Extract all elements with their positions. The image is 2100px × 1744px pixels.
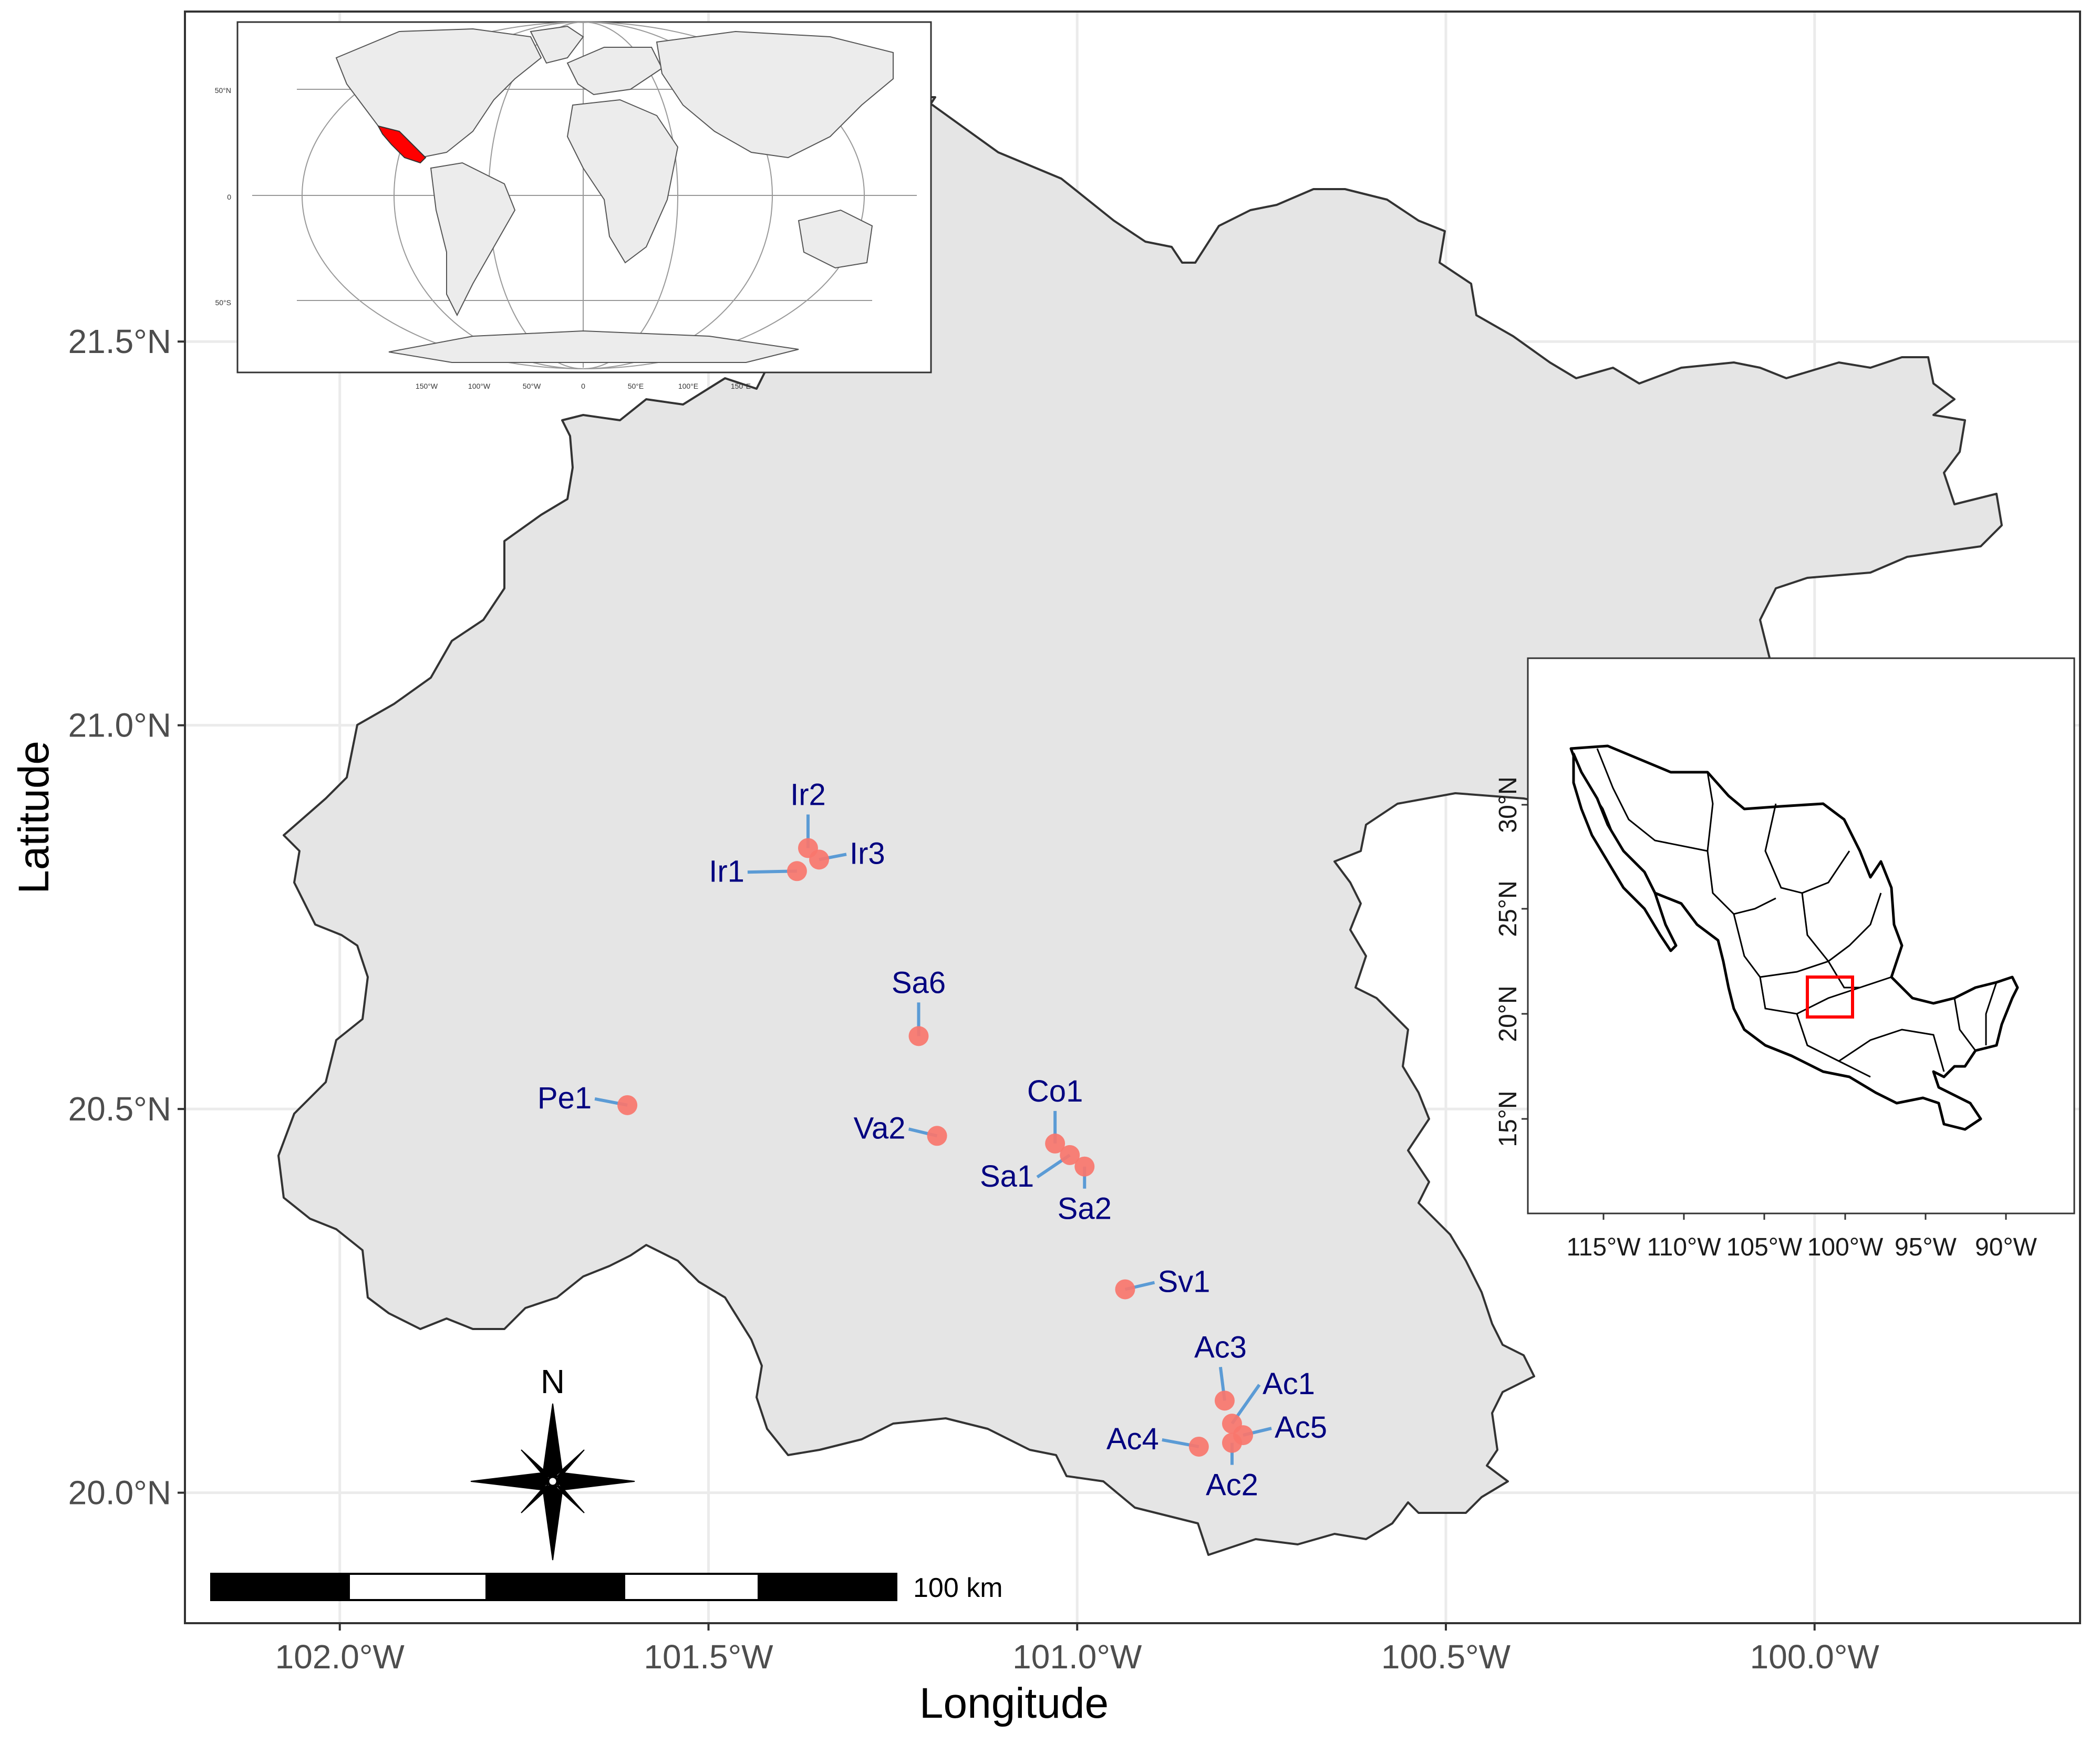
world-landmasses <box>335 25 894 363</box>
scale-segment-2 <box>348 1573 488 1601</box>
mexico-lon-label: 95°W <box>1895 1233 1957 1261</box>
scale-segment-3 <box>485 1573 625 1601</box>
mexico-lon-label: 100°W <box>1807 1233 1884 1261</box>
mexico-outline <box>1569 744 2019 1131</box>
mexico-lon-labels: 115°W 110°W 105°W 100°W 95°W 90°W <box>1566 1213 2037 1261</box>
x-tick-label: 101.5°W <box>644 1638 773 1676</box>
scale-segment-5 <box>758 1573 897 1601</box>
mexico-highlight <box>377 125 427 164</box>
world-lon-label: 0 <box>581 382 585 390</box>
scale-label: 100 km <box>913 1573 1003 1603</box>
state-polygon <box>277 88 2003 1556</box>
x-tick-label: 101.0°W <box>1012 1638 1142 1676</box>
world-lat-label: 50°S <box>215 298 231 307</box>
panel-border <box>184 11 2081 1624</box>
y-tick-label: 20.0°N <box>68 1474 171 1512</box>
site-point-ac3 <box>1214 1390 1235 1411</box>
north-arrow: N <box>470 1363 635 1561</box>
world-lat-label: 0 <box>227 193 231 201</box>
south-america-shape <box>430 162 516 317</box>
north-label: N <box>541 1363 565 1400</box>
y-axis: 20.0°N 20.5°N 21.0°N 21.5°N <box>68 323 185 1512</box>
scale-bar: 100 km <box>210 1573 1003 1603</box>
x-axis: 102.0°W 101.5°W 101.0°W 100.5°W 100.0°W <box>275 1623 1880 1676</box>
site-label-ac2: Ac2 <box>1206 1468 1258 1502</box>
mexico-inset: 30°N 25°N 20°N 15°N 115°W 110°W 105°W 100°W 95°… <box>1494 657 2075 1261</box>
site-label-ir3: Ir3 <box>850 836 885 870</box>
world-lon-label: 100°W <box>468 382 491 390</box>
study-area-box <box>1806 975 1854 1019</box>
antarctica-shape <box>388 330 799 363</box>
site-point-ir1 <box>787 861 807 881</box>
africa-shape <box>566 99 679 264</box>
world-lon-labels: 150°W 100°W 50°W 0 50°E 100°E 150°E <box>416 382 751 390</box>
site-points <box>617 838 1254 1457</box>
world-lat-labels: 50°N 0 50°S <box>215 86 231 307</box>
site-label-co1: Co1 <box>1027 1074 1083 1108</box>
compass-center <box>547 1476 558 1487</box>
mexico-lat-label: 20°N <box>1494 985 1522 1042</box>
world-lon-label: 150°W <box>416 382 438 390</box>
site-label-sa2: Sa2 <box>1058 1192 1112 1226</box>
site-point-sv1 <box>1115 1279 1135 1300</box>
site-point-ir3 <box>809 849 830 870</box>
mexico-lon-label: 90°W <box>1975 1233 2037 1261</box>
site-point-sa1 <box>1060 1145 1080 1165</box>
world-lon-label: 150°E <box>731 382 751 390</box>
north-america-shape <box>335 28 542 159</box>
x-tick-label: 100.0°W <box>1750 1638 1880 1676</box>
scale-segment-4 <box>623 1573 760 1601</box>
site-point-ac2 <box>1222 1432 1242 1453</box>
asia-shape <box>656 30 894 159</box>
mexico-lat-label: 15°N <box>1494 1091 1522 1147</box>
site-label-sv1: Sv1 <box>1157 1264 1210 1299</box>
europe-shape <box>566 47 663 96</box>
mexico-lat-labels: 30°N 25°N 20°N 15°N <box>1494 776 1528 1147</box>
sample-sites: Ir1 Ir2 Ir3 Sa6 Pe1 Va2 Co1 Sa1 Sa2 Sv1 Ac3 Ac1 Ac5 A… <box>537 777 1327 1502</box>
y-tick-label: 21.0°N <box>68 707 171 744</box>
mexico-state-borders <box>1596 748 1998 1078</box>
world-inset: 50°N 0 50°S 150°W 100°W 50°W 0 50°E 100°E 150°E <box>215 21 932 390</box>
site-label-pe1: Pe1 <box>537 1081 592 1115</box>
mexico-lon-label: 115°W <box>1566 1233 1641 1261</box>
site-point-sa2 <box>1074 1156 1095 1177</box>
site-point-sa6 <box>908 1026 929 1046</box>
site-label-ac4: Ac4 <box>1106 1422 1159 1456</box>
greenland-shape <box>530 25 584 64</box>
site-labels: Ir1 Ir2 Ir3 Sa6 Pe1 Va2 Co1 Sa1 Sa2 Sv1 Ac3 Ac1 Ac5 A… <box>537 777 1327 1502</box>
mexico-lon-label: 105°W <box>1726 1233 1803 1261</box>
x-tick-label: 100.5°W <box>1381 1638 1511 1676</box>
site-label-va2: Va2 <box>854 1111 906 1145</box>
mexico-lat-label: 30°N <box>1494 776 1522 833</box>
australia-shape <box>798 209 873 269</box>
y-tick-label: 21.5°N <box>68 323 171 360</box>
y-axis-title: Latitude <box>10 741 58 894</box>
y-tick-label: 20.5°N <box>68 1090 171 1128</box>
site-label-ac1: Ac1 <box>1263 1367 1315 1401</box>
site-label-ir2: Ir2 <box>790 777 826 812</box>
site-label-ir1: Ir1 <box>709 854 744 888</box>
mexico-lat-label: 25°N <box>1494 880 1522 937</box>
scale-segment-1 <box>210 1573 350 1601</box>
mexico-lon-label: 110°W <box>1647 1233 1721 1261</box>
world-lon-label: 50°E <box>628 382 644 390</box>
world-lat-label: 50°N <box>215 86 231 95</box>
site-point-pe1 <box>617 1095 638 1115</box>
x-axis-title: Longitude <box>919 1679 1109 1727</box>
baja-california-outline <box>1572 752 1678 952</box>
site-label-ac3: Ac3 <box>1194 1330 1247 1364</box>
site-point-ac4 <box>1188 1436 1209 1457</box>
world-lon-label: 100°E <box>678 382 698 390</box>
x-tick-label: 102.0°W <box>275 1638 405 1676</box>
site-point-va2 <box>927 1126 947 1146</box>
site-label-ac5: Ac5 <box>1275 1410 1327 1445</box>
site-point-co1 <box>1045 1133 1065 1154</box>
site-label-sa6: Sa6 <box>892 966 946 1000</box>
site-label-sa1: Sa1 <box>980 1159 1034 1193</box>
world-lon-label: 50°W <box>523 382 541 390</box>
